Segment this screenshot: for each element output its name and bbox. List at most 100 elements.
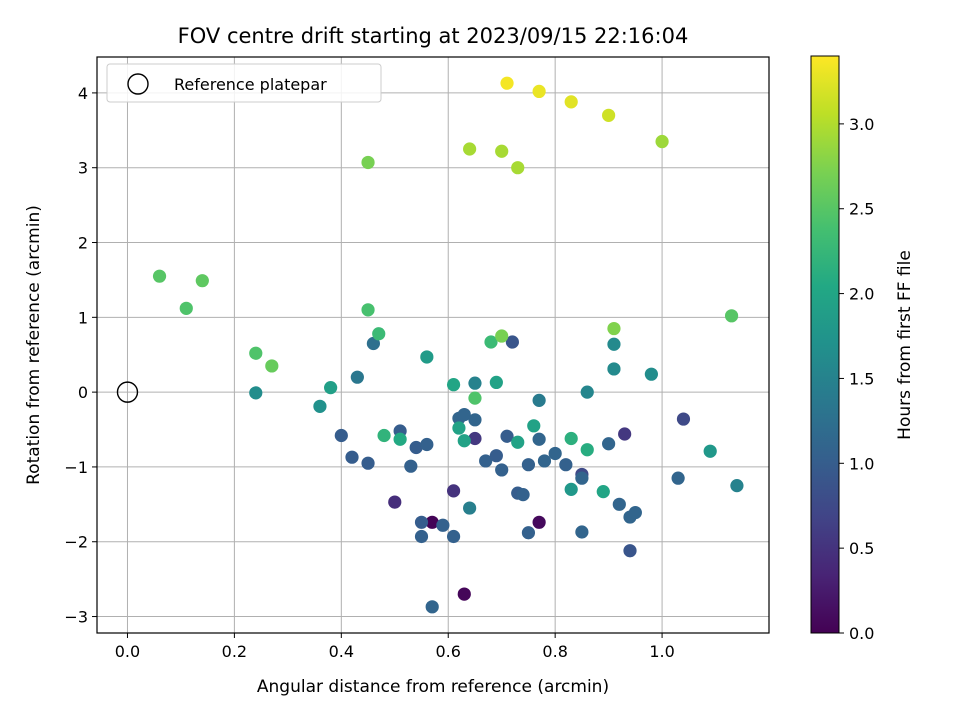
- data-point: [195, 274, 209, 288]
- x-tick-label: 0.4: [329, 642, 354, 661]
- data-point: [457, 407, 471, 422]
- data-point: [602, 437, 616, 451]
- data-point: [468, 431, 482, 446]
- y-tick-label: −2: [64, 533, 88, 552]
- data-point: [559, 458, 573, 472]
- grid-lines: [97, 57, 769, 633]
- data-point: [655, 134, 669, 149]
- data-point: [564, 482, 578, 496]
- colorbar-tick-label: 2.5: [849, 200, 874, 219]
- data-point: [495, 144, 509, 158]
- data-point: [479, 454, 493, 468]
- data-point: [249, 386, 263, 400]
- y-tick-label: 0: [78, 383, 88, 402]
- data-point: [452, 421, 466, 435]
- reference-marker: [116, 381, 139, 403]
- data-point: [361, 456, 375, 470]
- colorbar-label: Hours from first FF file: [895, 250, 915, 440]
- data-point: [152, 269, 167, 283]
- data-point: [345, 450, 359, 464]
- data-point: [249, 346, 263, 360]
- data-point: [495, 329, 509, 343]
- x-tick-label: 0.6: [436, 642, 461, 661]
- data-point: [484, 335, 498, 349]
- colorbar: 0.0 0.5 1.0 1.5 2.0 2.5 3.0 Hours from first F…: [810, 55, 915, 643]
- data-point: [463, 142, 477, 156]
- data-point: [179, 301, 193, 315]
- data-point: [505, 335, 519, 349]
- data-point: [548, 446, 562, 461]
- x-axis-label: Angular distance from reference (arcmin): [257, 677, 609, 697]
- data-point: [580, 443, 594, 457]
- data-point: [537, 454, 552, 468]
- data-point: [468, 413, 482, 427]
- data-point: [361, 303, 375, 317]
- chart-title: FOV centre drift starting at 2023/09/15 …: [178, 24, 689, 48]
- colorbar-tick-label: 0.0: [849, 624, 874, 643]
- data-point: [612, 497, 626, 511]
- data-point: [334, 428, 348, 443]
- data-point: [532, 84, 546, 99]
- y-tick-label: −3: [64, 608, 88, 627]
- data-point: [425, 600, 439, 614]
- data-point: [500, 76, 514, 90]
- y-tick-label: 2: [78, 234, 88, 253]
- data-point: [564, 431, 578, 446]
- data-point: [607, 362, 621, 376]
- legend-reference-marker: [127, 73, 149, 95]
- data-point: [724, 309, 739, 323]
- data-point: [644, 367, 658, 381]
- colorbar-tick-label: 0.5: [849, 539, 874, 558]
- data-point: [372, 327, 386, 341]
- data-point: [532, 393, 546, 407]
- x-tick-label: 1.0: [649, 642, 674, 661]
- data-point: [730, 479, 744, 493]
- data-point: [564, 95, 578, 109]
- data-point: [404, 459, 418, 473]
- colorbar-tick-label: 1.5: [849, 369, 874, 388]
- y-tick-label: 1: [78, 308, 88, 327]
- y-axis-ticks: −3 −2 −1 0 1 2 3 4: [64, 84, 97, 627]
- data-point: [516, 488, 530, 502]
- colorbar-tick-label: 1.0: [849, 454, 874, 473]
- data-point: [607, 337, 621, 351]
- x-axis-ticks: 0.0 0.2 0.4 0.6 0.8 1.0: [115, 633, 675, 661]
- data-point: [500, 429, 514, 443]
- data-point: [388, 495, 402, 509]
- data-point: [420, 437, 434, 452]
- data-point: [463, 501, 477, 515]
- data-point: [313, 399, 327, 413]
- y-tick-label: −1: [64, 458, 88, 477]
- data-point: [350, 370, 364, 384]
- data-point: [575, 471, 589, 485]
- data-point: [446, 484, 461, 498]
- data-point: [468, 391, 482, 405]
- data-point: [511, 161, 525, 175]
- reference-platepar-marker: [116, 381, 139, 403]
- plot-frame: [96, 56, 770, 634]
- data-point: [602, 108, 616, 122]
- data-point: [703, 444, 717, 458]
- data-point: [676, 412, 691, 426]
- data-point: [521, 526, 536, 540]
- x-tick-label: 0.2: [222, 642, 247, 661]
- colorbar-frame: [810, 55, 840, 634]
- data-point: [409, 440, 423, 455]
- colorbar-tick-label: 3.0: [849, 115, 874, 134]
- data-point: [489, 449, 503, 463]
- data-point: [468, 376, 482, 390]
- data-point: [414, 529, 429, 544]
- data-point: [495, 463, 509, 477]
- data-point: [532, 432, 546, 446]
- data-point: [414, 515, 429, 529]
- colorbar-ticks: 0.0 0.5 1.0 1.5 2.0 2.5 3.0: [839, 115, 874, 643]
- data-point: [436, 518, 450, 532]
- data-point: [521, 458, 536, 472]
- data-point: [489, 375, 503, 390]
- data-point: [596, 485, 610, 499]
- data-point: [446, 529, 461, 544]
- data-point: [618, 427, 632, 441]
- data-point: [457, 434, 471, 448]
- y-axis-label: Rotation from reference (arcmin): [24, 205, 44, 485]
